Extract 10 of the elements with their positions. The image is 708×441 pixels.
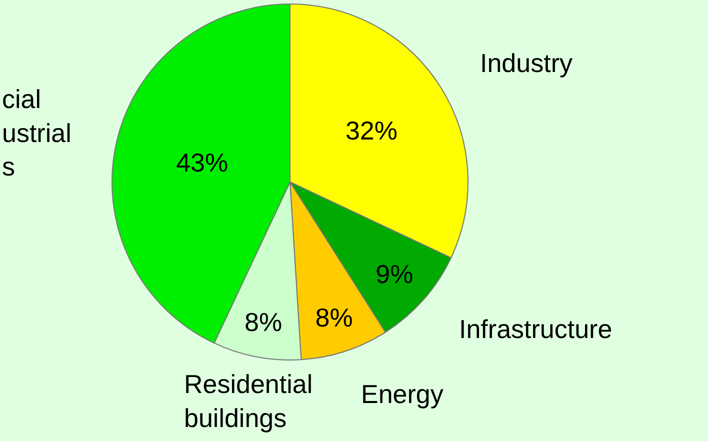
data-label: 8% (244, 307, 282, 338)
slice-label: Residential buildings (184, 369, 313, 433)
data-label: 32% (345, 115, 398, 146)
data-label: 43% (176, 147, 228, 178)
slice-label: cial ustrial s (2, 84, 72, 182)
data-label: 8% (315, 302, 353, 333)
data-label: 9% (376, 259, 414, 290)
slice-label: Industry (480, 48, 572, 78)
slice-label: Energy (361, 379, 444, 409)
slice-label: Infrastructure (459, 314, 612, 344)
